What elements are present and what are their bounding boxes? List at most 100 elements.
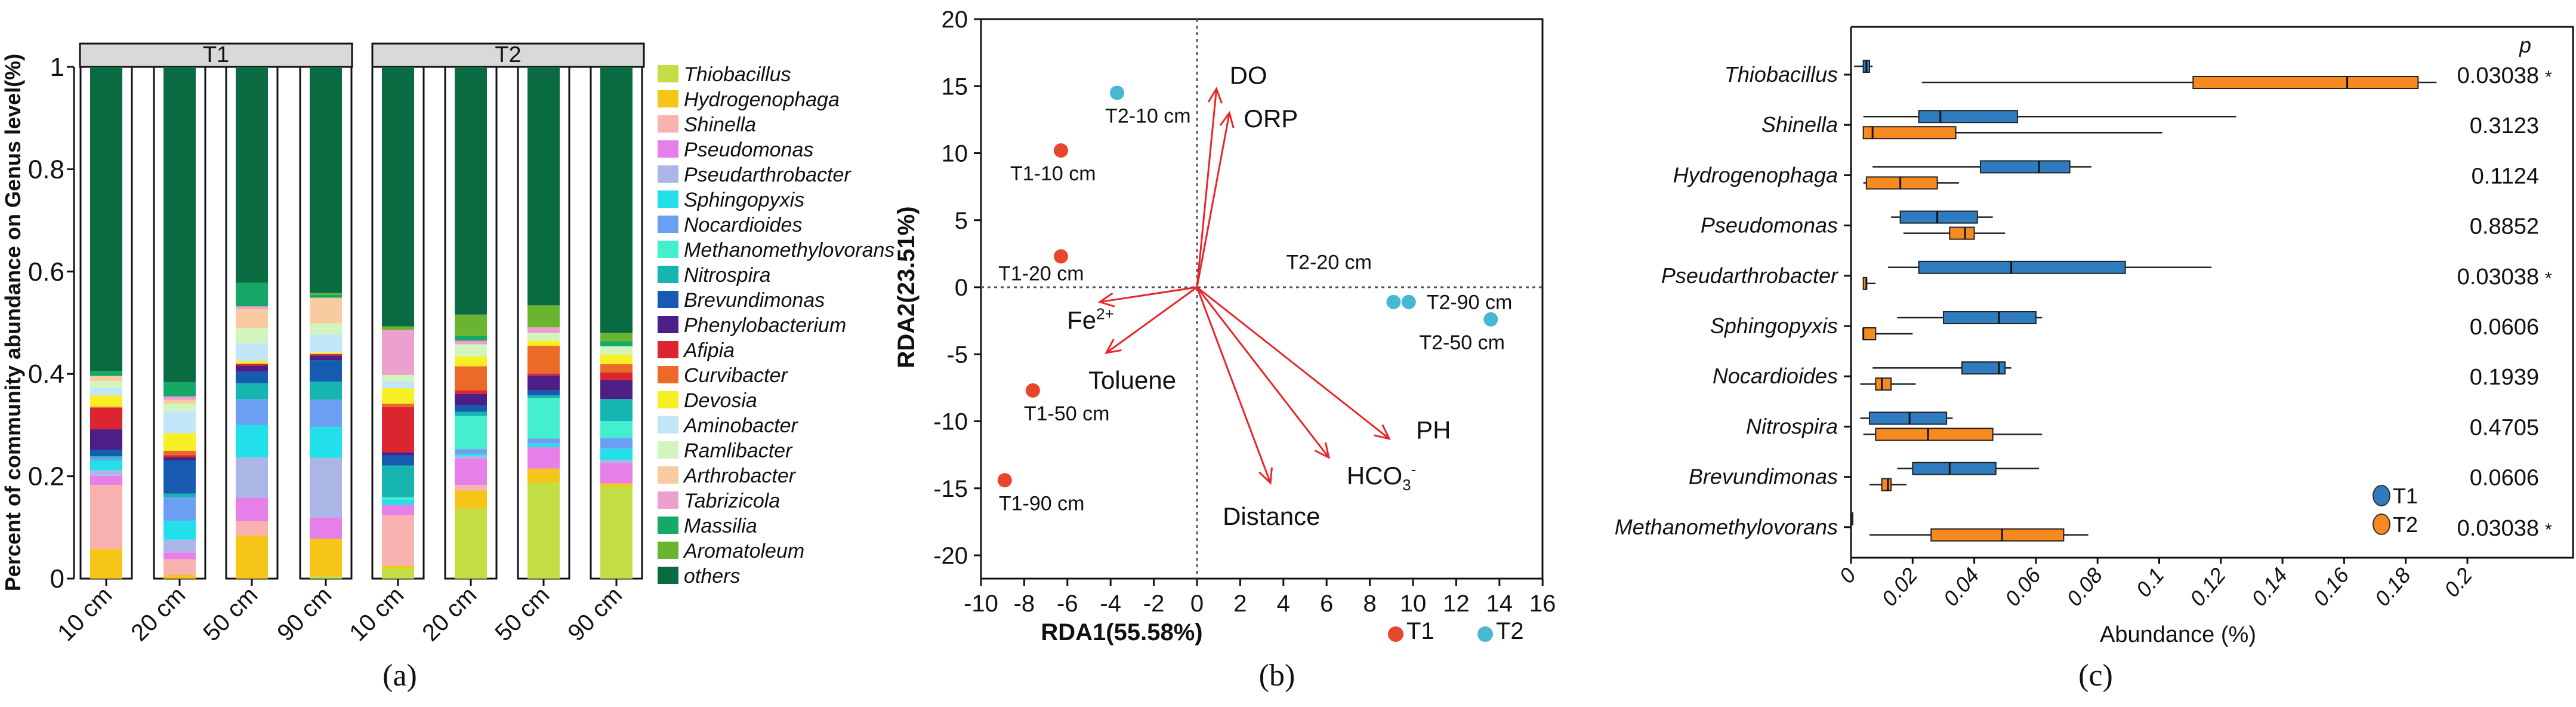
legend-swatch-thiobacillus — [658, 65, 678, 82]
y-tick-label: 0.4 — [28, 359, 64, 389]
legend-swatch-nocardioides — [658, 216, 678, 233]
bar-segment-pseudarthrobacter — [236, 457, 268, 498]
bar-segment-phenylobacterium — [455, 394, 487, 405]
bar-segment-afipia — [310, 354, 342, 356]
bar-segment-shinella — [382, 515, 414, 566]
bar-segment-curvibacter — [163, 450, 196, 456]
box-t1 — [1868, 411, 1948, 425]
x-tick-label: 0 — [1834, 563, 1861, 588]
bar-segment-afipia — [90, 407, 122, 429]
p-value: 0.0606 — [2470, 466, 2539, 491]
bar-segment-others — [90, 67, 122, 371]
bar-segment-massilia — [236, 282, 268, 307]
box-t2 — [2192, 76, 2419, 89]
point-label: T1-50 cm — [1024, 402, 1110, 425]
p-value: 0.0606 — [2470, 315, 2539, 340]
bar-segment-nocardioides — [163, 497, 196, 521]
bar-segment-ramlibacter — [163, 403, 196, 411]
point-t1-20-cm — [1053, 249, 1068, 264]
arrow-label: PH — [1416, 416, 1451, 444]
legend-label: Phenylobacterium — [684, 314, 846, 337]
legend-swatch-nitrospira — [658, 266, 678, 283]
bar-segment-ramlibacter — [382, 374, 414, 382]
bar-segment-ramlibacter — [600, 346, 633, 355]
legend-label: Tabrizicola — [684, 490, 780, 512]
bar-segment-curvibacter — [600, 364, 633, 373]
box-t2 — [1875, 428, 1994, 441]
y-tick-label: 0.2 — [28, 462, 64, 491]
arrow-do — [1196, 88, 1218, 288]
bar-segment-nitrospira — [236, 383, 268, 399]
arrow-label-text: ORP — [1244, 104, 1298, 133]
bar-segment-phenylobacterium — [382, 452, 414, 456]
genus-label: Pseudomonas — [1701, 213, 1838, 238]
legend-label: Sphingopyxis — [684, 189, 804, 211]
bar-segment-hydrogenophaga — [90, 549, 122, 579]
y-tick-label: -15 — [933, 476, 968, 502]
bar-segment-devosia — [455, 356, 487, 367]
facet-label: T2 — [495, 42, 521, 67]
bar-segment-tabrizicola — [382, 330, 414, 375]
y-tick-label: -5 — [946, 342, 968, 368]
panel-label: (a) — [382, 659, 417, 693]
x-tick-label: 50 cm — [490, 582, 554, 646]
y-tick-label: 0.8 — [28, 155, 64, 184]
bar-segment-hydrogenophaga — [527, 468, 560, 483]
p-value: 0.8852 — [2470, 214, 2539, 239]
genus-label: Pseudarthrobacter — [1661, 263, 1839, 288]
legend-label: Hydrogenophaga — [684, 88, 840, 111]
arrowhead-icon — [1258, 467, 1273, 485]
genus-label: Methanomethylovorans — [1615, 515, 1838, 539]
bar-segment-sphingopyxis — [163, 521, 196, 540]
legend-swatch-tabrizicola — [658, 491, 678, 509]
box-t1 — [1899, 210, 1978, 224]
legend-label: Thiobacillus — [684, 63, 791, 86]
point-label: T1-90 cm — [999, 492, 1085, 515]
legend-label: Ramlibacter — [684, 439, 793, 462]
bar-segment-massilia — [310, 294, 342, 298]
arrow-label: ORP — [1244, 104, 1298, 133]
plot-frame — [980, 18, 1544, 580]
bar-segment-nocardioides — [236, 399, 268, 425]
bar-segment-curvibacter — [455, 366, 487, 391]
point-t2-10-cm — [1110, 85, 1125, 100]
legend-label: Aminobacter — [683, 414, 799, 437]
x-tick-label: 12 — [1443, 591, 1470, 617]
arrow-label: Fe2+ — [1067, 305, 1114, 334]
legend-label: Massilia — [684, 515, 757, 537]
box-t2 — [1862, 126, 1957, 140]
point-t2-90-cm — [1401, 294, 1416, 309]
p-value: 0.4705 — [2470, 415, 2539, 440]
bar-segment-sphingopyxis — [310, 427, 342, 458]
y-tick-label: 10 — [942, 141, 968, 167]
bar-segment-ramlibacter — [236, 328, 268, 343]
legend-marker-t2 — [2373, 514, 2390, 535]
y-tick-label: -10 — [933, 409, 968, 435]
legend-label: T1 — [1406, 618, 1434, 644]
bar-segment-thiobacillus — [455, 508, 487, 579]
bar-segment-others — [236, 67, 268, 283]
x-tick-label: 0.08 — [2062, 563, 2107, 611]
bar-segment-curvibacter — [90, 407, 122, 408]
arrow-ph — [1196, 286, 1390, 439]
bar-segment-shinella — [236, 521, 268, 536]
x-tick-label: 90 cm — [563, 582, 627, 646]
bar-segment-others — [310, 67, 342, 293]
bar-segment-pseudarthrobacter — [600, 460, 633, 463]
arrow-label-subscript: 3 — [1402, 476, 1411, 494]
bar-segment-ramlibacter — [310, 323, 342, 335]
arrow-hco — [1196, 287, 1330, 459]
legend-label: Curvibacter — [684, 364, 789, 387]
bar-segment-pseudomonas — [236, 497, 268, 522]
bar-segment-brevundimonas — [163, 460, 196, 494]
legend-swatch-hydrogenophaga — [658, 90, 678, 107]
x-tick-label: 0.1 — [2131, 563, 2169, 602]
x-tick-label: 0 — [1190, 591, 1204, 617]
bar-segment-pseudomonas — [527, 447, 560, 469]
bar-segment-thiobacillus — [382, 568, 414, 579]
bar-segment-pseudarthrobacter — [90, 470, 122, 476]
genus-label: Nitrospira — [1746, 414, 1838, 438]
bar-segment-shinella — [90, 485, 122, 549]
